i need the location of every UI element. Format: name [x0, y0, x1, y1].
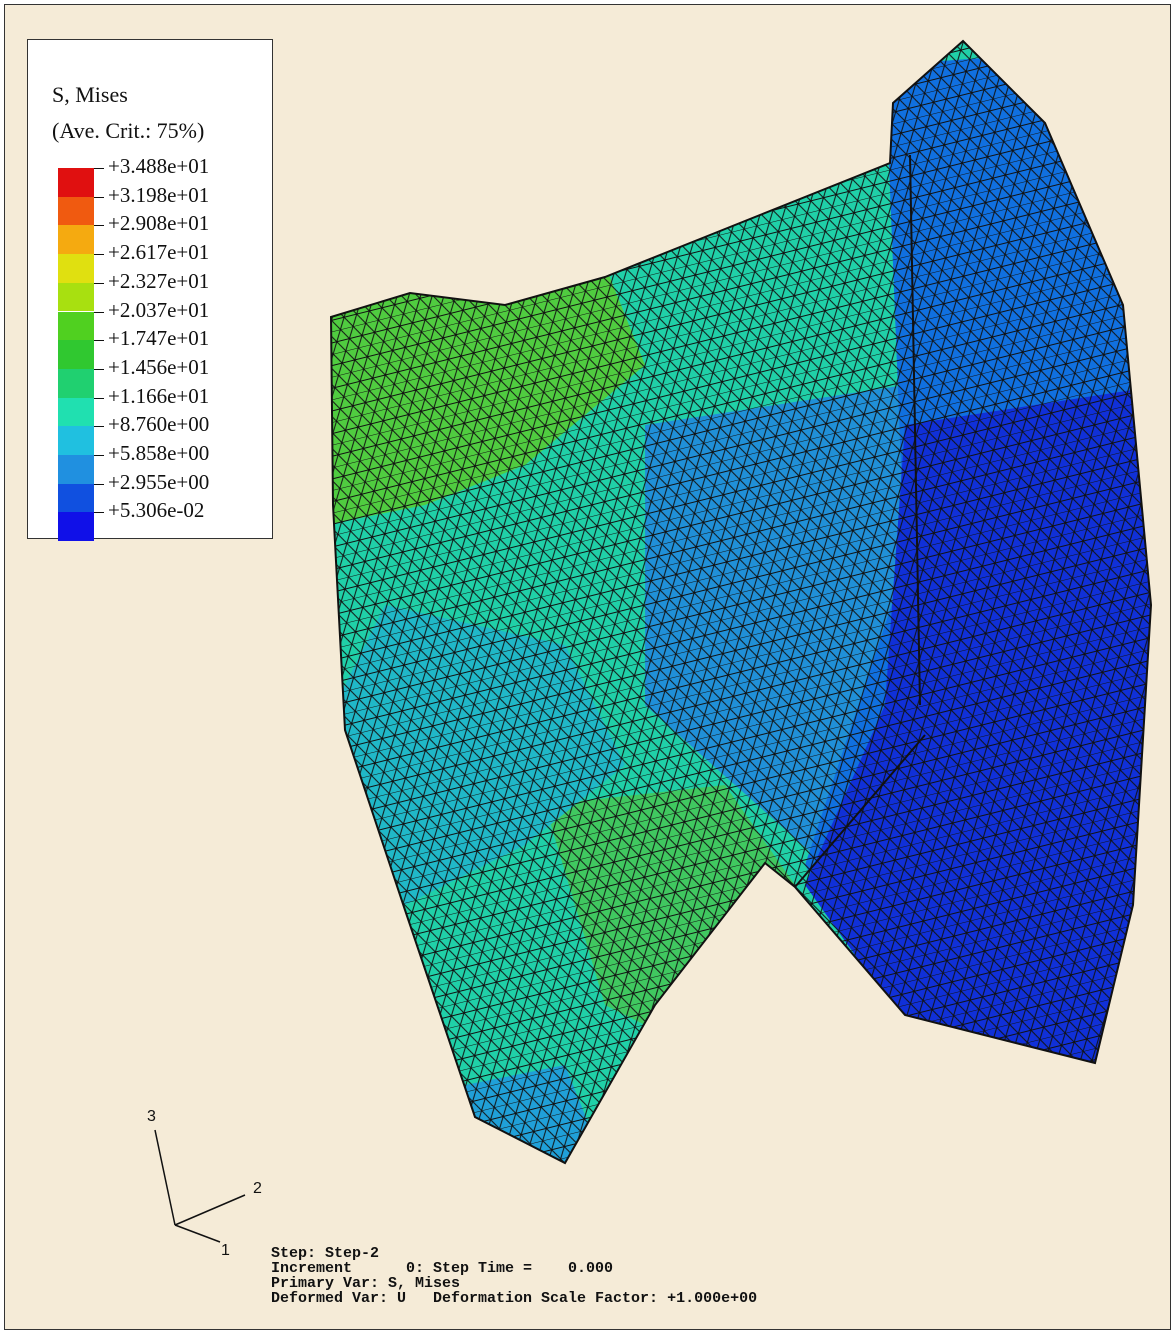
- legend-tick: [94, 283, 104, 284]
- legend-tick: [94, 455, 104, 456]
- legend-band: [58, 168, 94, 197]
- legend-label: +3.488e+01: [108, 154, 209, 179]
- legend-band: [58, 340, 94, 369]
- legend-label: +1.747e+01: [108, 326, 209, 351]
- legend-label: +2.037e+01: [108, 298, 209, 323]
- legend-label: +2.908e+01: [108, 211, 209, 236]
- legend-tick: [94, 398, 104, 399]
- legend-tick: [94, 254, 104, 255]
- legend-band: [58, 455, 94, 484]
- legend-band: [58, 426, 94, 455]
- legend-subtitle: (Ave. Crit.: 75%): [52, 118, 204, 144]
- legend-tick: [94, 369, 104, 370]
- axis-label: 1: [221, 1242, 230, 1259]
- legend-label: +5.858e+00: [108, 441, 209, 466]
- legend-band: [58, 369, 94, 398]
- legend-band: [58, 197, 94, 226]
- legend-band: [58, 312, 94, 341]
- legend-tick: [94, 197, 104, 198]
- legend-band: [58, 254, 94, 283]
- axis-label: 3: [147, 1108, 156, 1125]
- legend-title: S, Mises: [52, 82, 128, 108]
- legend-label: +3.198e+01: [108, 183, 209, 208]
- legend-tick: [94, 312, 104, 313]
- legend-tick: [94, 225, 104, 226]
- triad: [155, 1130, 245, 1242]
- legend-label: +2.617e+01: [108, 240, 209, 265]
- legend-tick: [94, 340, 104, 341]
- legend-label: +1.166e+01: [108, 384, 209, 409]
- legend-tick: [94, 168, 104, 169]
- legend-label: +1.456e+01: [108, 355, 209, 380]
- legend-band: [58, 484, 94, 513]
- legend-tick: [94, 426, 104, 427]
- axis-label: 2: [253, 1180, 262, 1197]
- mesh-contour: [305, 35, 1165, 1175]
- info-line: Deformed Var: U Deformation Scale Factor…: [271, 1290, 757, 1307]
- legend-label: +2.327e+01: [108, 269, 209, 294]
- legend-tick: [94, 512, 104, 513]
- legend-label: +2.955e+00: [108, 470, 209, 495]
- legend-band: [58, 398, 94, 427]
- legend-label: +5.306e-02: [108, 498, 204, 523]
- legend-tick: [94, 484, 104, 485]
- legend-band: [58, 512, 94, 541]
- legend-band: [58, 225, 94, 254]
- legend: S, Mises (Ave. Crit.: 75%) +3.488e+01 +3.…: [27, 39, 273, 539]
- legend-band: [58, 283, 94, 312]
- legend-label: +8.760e+00: [108, 412, 209, 437]
- viewport: 3 2 1 S, Mises (Ave. Crit.: 75%) +3.488e…: [4, 4, 1171, 1330]
